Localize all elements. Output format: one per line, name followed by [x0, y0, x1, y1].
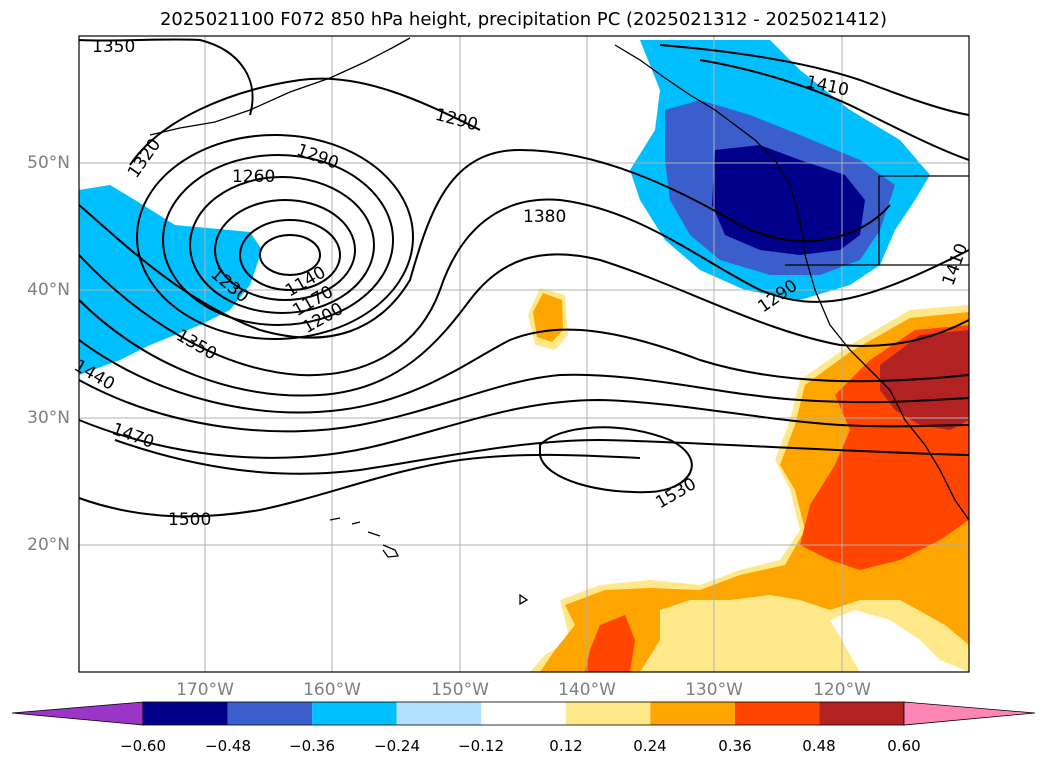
colorbar-tick: −0.36: [289, 737, 335, 755]
contour-label: 1260: [232, 167, 275, 187]
lat-label-20n: 20°N: [27, 535, 70, 555]
lon-label-120w: 120°W: [813, 680, 871, 700]
colorbar-segment: [650, 702, 735, 725]
colorbar-segment: [227, 702, 313, 725]
colorbar-extend-low: [11, 701, 144, 726]
colorbar-extend-high: [903, 701, 1036, 726]
colorbar: [11, 701, 1036, 726]
colorbar-segment: [481, 702, 566, 725]
colorbar-segment: [143, 702, 228, 725]
colorbar-tick: −0.12: [458, 737, 504, 755]
lon-label-170w: 170°W: [176, 680, 234, 700]
lat-label-40n: 40°N: [27, 280, 70, 300]
colorbar-segment: [734, 702, 820, 725]
graticule: [79, 36, 969, 672]
lat-label-50n: 50°N: [27, 153, 70, 173]
negative-precip-area: [79, 40, 930, 375]
colorbar-tick: 0.24: [633, 737, 667, 755]
lat-label-30n: 30°N: [27, 408, 70, 428]
coastlines: [149, 37, 970, 606]
contour-label: 1380: [523, 207, 566, 227]
colorbar-segment: [396, 702, 482, 725]
colorbar-segment: [819, 702, 904, 725]
colorbar-segment: [565, 702, 651, 725]
colorbar-tick: 0.60: [887, 737, 921, 755]
height-contours: [78, 38, 970, 518]
colorbar-tick: −0.60: [120, 737, 166, 755]
colorbar-segments: [142, 701, 905, 726]
colorbar-tick: 0.36: [718, 737, 752, 755]
lon-label-130w: 130°W: [685, 680, 743, 700]
colorbar-tick: −0.48: [205, 737, 251, 755]
colorbar-tick: −0.24: [374, 737, 420, 755]
contour-label: 1350: [92, 37, 135, 57]
lon-label-160w: 160°W: [303, 680, 361, 700]
colorbar-segment: [312, 702, 397, 725]
lon-label-150w: 150°W: [431, 680, 489, 700]
colorbar-tick: 0.48: [802, 737, 836, 755]
map-title: 2025021100 F072 850 hPa height, precipit…: [159, 9, 888, 30]
contour-label: 1500: [168, 510, 211, 530]
colorbar-tick: 0.12: [549, 737, 583, 755]
lon-label-140w: 140°W: [558, 680, 616, 700]
map-frame: [78, 35, 970, 673]
